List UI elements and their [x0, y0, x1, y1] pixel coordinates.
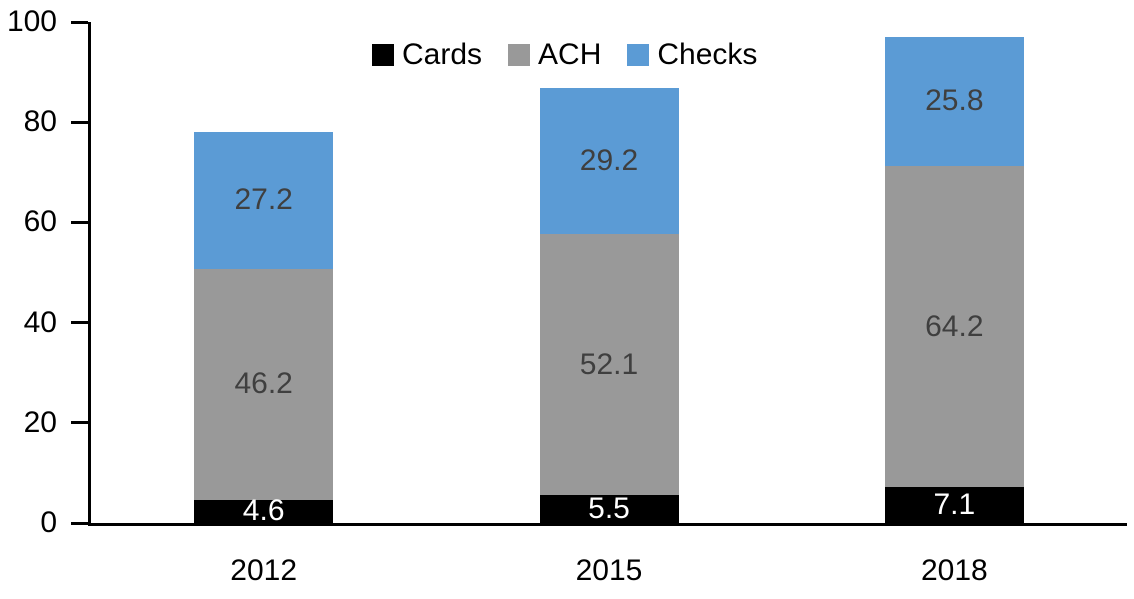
y-axis-tick	[71, 421, 88, 425]
bar-value-label: 52.1	[579, 347, 639, 381]
y-axis-label: 20	[23, 405, 57, 439]
y-axis-tick	[71, 120, 88, 124]
y-axis-label: 80	[23, 105, 57, 139]
bar-value-label: 25.8	[925, 84, 984, 118]
bar-segment-checks-2018: 25.8	[884, 36, 1024, 166]
bar-group-2015: 29.2 52.1 5.5	[539, 22, 679, 526]
bar-value-label: 64.2	[925, 309, 984, 343]
bar-value-label: 5.5	[588, 492, 630, 526]
bar-segment-ach-2015: 52.1	[539, 234, 679, 496]
legend-item-ach: ACH	[508, 38, 601, 72]
bar-segment-cards-2015: 5.5	[539, 492, 679, 526]
legend-label: Checks	[657, 38, 758, 71]
legend-label: Cards	[402, 38, 483, 71]
y-axis-tick	[71, 521, 88, 525]
legend-swatch-ach	[508, 44, 531, 66]
bar-value-label: 46.2	[234, 367, 293, 401]
plot-area: 27.2 46.2 4.6 29.2 52.1 5.5 25.8 64.2 7.1	[71, 20, 1127, 526]
bar-segment-ach-2018: 64.2	[884, 165, 1024, 488]
bar-value-label: 27.2	[234, 183, 293, 217]
y-axis-label: 100	[6, 5, 57, 38]
bar-group-2012: 27.2 46.2 4.6	[194, 22, 334, 526]
bar-segment-checks-2015: 29.2	[539, 88, 679, 235]
y-axis-label: 40	[23, 305, 57, 339]
bar-segment-cards-2018: 7.1	[884, 487, 1024, 523]
bar-value-label: 4.6	[242, 494, 285, 528]
bar-value-label: 7.1	[933, 488, 976, 522]
bar-group-2018: 25.8 64.2 7.1	[884, 22, 1024, 523]
legend-item-cards: Cards	[372, 38, 482, 72]
x-axis-label-2015: 2015	[575, 554, 643, 587]
bar-segment-checks-2012: 27.2	[194, 132, 334, 269]
legend-label: ACH	[538, 38, 602, 71]
bar-value-label: 29.2	[579, 144, 639, 178]
legend-item-checks: Checks	[627, 38, 757, 72]
y-axis-label: 60	[23, 205, 57, 239]
legend-swatch-cards	[372, 44, 394, 66]
x-axis-label-2018: 2018	[920, 554, 988, 587]
y-axis-tick	[71, 20, 88, 24]
y-axis-label: 0	[40, 506, 57, 539]
bar-segment-ach-2012: 46.2	[194, 268, 334, 500]
y-axis-tick	[71, 321, 88, 325]
x-axis-label-2012: 2012	[230, 554, 298, 587]
legend: Cards ACH Checks	[372, 38, 757, 72]
y-axis-tick	[71, 220, 88, 224]
bar-segment-cards-2012: 4.6	[194, 496, 334, 526]
legend-swatch-checks	[627, 44, 650, 66]
